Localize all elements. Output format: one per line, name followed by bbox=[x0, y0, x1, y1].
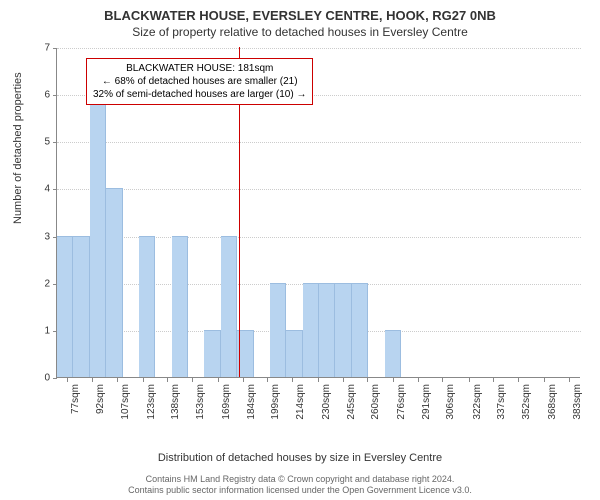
gridline bbox=[57, 237, 581, 238]
ytick-label: 1 bbox=[44, 325, 50, 336]
annotation-line1: BLACKWATER HOUSE: 181sqm bbox=[93, 62, 306, 75]
xtick-mark bbox=[143, 378, 144, 382]
xtick-label: 322sqm bbox=[472, 384, 483, 420]
histogram-bar bbox=[204, 330, 220, 377]
ytick-mark bbox=[53, 142, 57, 143]
ytick-label: 6 bbox=[44, 90, 50, 101]
xtick-mark bbox=[393, 378, 394, 382]
footer-line1: Contains HM Land Registry data © Crown c… bbox=[0, 474, 600, 485]
histogram-bar bbox=[106, 188, 122, 377]
xtick-label: 138sqm bbox=[170, 384, 181, 420]
histogram-bar bbox=[319, 283, 335, 377]
x-axis-label: Distribution of detached houses by size … bbox=[0, 452, 600, 464]
histogram-bar bbox=[172, 236, 188, 377]
xtick-mark bbox=[243, 378, 244, 382]
title-sub: Size of property relative to detached ho… bbox=[0, 23, 600, 39]
ytick-label: 0 bbox=[44, 373, 50, 384]
xtick-mark bbox=[442, 378, 443, 382]
xtick-mark bbox=[544, 378, 545, 382]
xtick-label: 199sqm bbox=[270, 384, 281, 420]
xtick-label: 107sqm bbox=[120, 384, 131, 420]
xtick-label: 276sqm bbox=[396, 384, 407, 420]
gridline bbox=[57, 142, 581, 143]
chart-area: BLACKWATER HOUSE: 181sqm ← 68% of detach… bbox=[56, 48, 580, 400]
ytick-mark bbox=[53, 95, 57, 96]
xtick-mark bbox=[167, 378, 168, 382]
gridline bbox=[57, 48, 581, 49]
annotation-line3: 32% of semi-detached houses are larger (… bbox=[93, 88, 306, 101]
footer-line2: Contains public sector information licen… bbox=[0, 485, 600, 496]
xtick-mark bbox=[469, 378, 470, 382]
ytick-mark bbox=[53, 378, 57, 379]
xtick-label: 92sqm bbox=[95, 384, 106, 414]
annotation-line2: ← 68% of detached houses are smaller (21… bbox=[93, 75, 306, 88]
histogram-bar bbox=[303, 283, 319, 377]
xtick-label: 368sqm bbox=[547, 384, 558, 420]
xtick-label: 337sqm bbox=[496, 384, 507, 420]
xtick-label: 352sqm bbox=[521, 384, 532, 420]
xtick-label: 306sqm bbox=[445, 384, 456, 420]
histogram-bar bbox=[335, 283, 351, 377]
xtick-label: 123sqm bbox=[146, 384, 157, 420]
xtick-label: 169sqm bbox=[221, 384, 232, 420]
ytick-label: 4 bbox=[44, 184, 50, 195]
xtick-mark bbox=[318, 378, 319, 382]
title-main: BLACKWATER HOUSE, EVERSLEY CENTRE, HOOK,… bbox=[0, 0, 600, 23]
y-axis-label: Number of detached properties bbox=[12, 72, 24, 224]
histogram-bar bbox=[270, 283, 286, 377]
xtick-mark bbox=[117, 378, 118, 382]
gridline bbox=[57, 189, 581, 190]
ytick-label: 5 bbox=[44, 137, 50, 148]
ytick-label: 7 bbox=[44, 43, 50, 54]
xtick-mark bbox=[343, 378, 344, 382]
annotation-box: BLACKWATER HOUSE: 181sqm ← 68% of detach… bbox=[86, 58, 313, 105]
xtick-label: 383sqm bbox=[572, 384, 583, 420]
histogram-bar bbox=[352, 283, 368, 377]
xtick-mark bbox=[518, 378, 519, 382]
ytick-label: 2 bbox=[44, 278, 50, 289]
xtick-mark bbox=[92, 378, 93, 382]
xtick-label: 184sqm bbox=[246, 384, 257, 420]
xtick-label: 260sqm bbox=[370, 384, 381, 420]
histogram-bar bbox=[286, 330, 302, 377]
ytick-mark bbox=[53, 48, 57, 49]
histogram-bar bbox=[73, 236, 89, 377]
xtick-mark bbox=[67, 378, 68, 382]
footer: Contains HM Land Registry data © Crown c… bbox=[0, 474, 600, 496]
ytick-mark bbox=[53, 189, 57, 190]
histogram-bar bbox=[221, 236, 237, 377]
xtick-mark bbox=[418, 378, 419, 382]
histogram-bar bbox=[57, 236, 73, 377]
xtick-mark bbox=[267, 378, 268, 382]
xtick-label: 230sqm bbox=[321, 384, 332, 420]
xtick-label: 77sqm bbox=[70, 384, 81, 414]
histogram-bar bbox=[139, 236, 155, 377]
xtick-mark bbox=[218, 378, 219, 382]
histogram-bar bbox=[385, 330, 401, 377]
xtick-label: 153sqm bbox=[195, 384, 206, 420]
xtick-mark bbox=[493, 378, 494, 382]
xtick-mark bbox=[192, 378, 193, 382]
ytick-label: 3 bbox=[44, 231, 50, 242]
chart-container: BLACKWATER HOUSE, EVERSLEY CENTRE, HOOK,… bbox=[0, 0, 600, 500]
xtick-label: 214sqm bbox=[295, 384, 306, 420]
xtick-mark bbox=[367, 378, 368, 382]
xtick-mark bbox=[292, 378, 293, 382]
xtick-label: 291sqm bbox=[421, 384, 432, 420]
xtick-label: 245sqm bbox=[346, 384, 357, 420]
xtick-mark bbox=[569, 378, 570, 382]
histogram-bar bbox=[90, 94, 106, 377]
